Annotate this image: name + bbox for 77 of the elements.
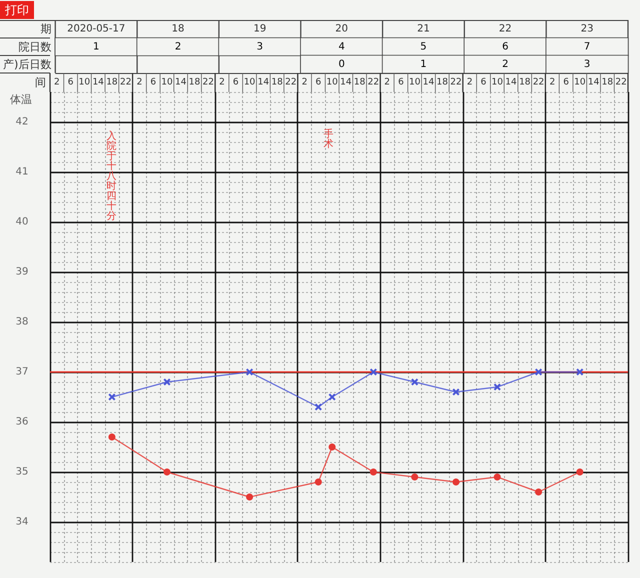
- x-tick-label: 22: [368, 78, 380, 88]
- annotation: 手术: [323, 129, 334, 150]
- x-tick-label: 18: [436, 78, 448, 88]
- x-tick-label: 6: [398, 78, 404, 88]
- x-tick-label: 18: [519, 78, 531, 88]
- x-tick-label: 20: [335, 24, 348, 34]
- x-tick-label: 2: [302, 78, 308, 88]
- x-tick-label: 10: [492, 78, 504, 88]
- x-tick-label: 10: [244, 78, 256, 88]
- x-tick-label: 21: [417, 24, 430, 34]
- x-tick-label: 14: [422, 78, 434, 88]
- x-tick-label: 10: [161, 78, 173, 88]
- y-tick-label: 42: [16, 116, 28, 128]
- x-tick-label: 2: [466, 78, 473, 88]
- data-label: 4: [338, 41, 345, 52]
- x-tick-label: 2: [219, 78, 225, 88]
- text: 入院于十八时四十分: [106, 131, 116, 222]
- x-tick-label: 2: [549, 78, 556, 88]
- x-tick-label: 14: [258, 78, 270, 88]
- x-tick-label: 22: [532, 78, 544, 88]
- x-tick-label: 2020-05-17: [67, 24, 126, 34]
- x-tick-label: 18: [188, 78, 200, 88]
- x-tick-label: 6: [150, 78, 156, 88]
- y-tick-label: 40: [16, 216, 28, 228]
- x-tick-label: 6: [232, 78, 239, 88]
- x-tick-label: 18: [106, 78, 118, 88]
- x-tick-label: 22: [498, 24, 512, 34]
- x-tick-label: 22: [615, 78, 627, 88]
- x-tick-label: 14: [340, 78, 352, 88]
- data-label: 6: [502, 41, 508, 52]
- y-tick-label: 37: [16, 366, 28, 378]
- x-tick-label: 2: [54, 78, 60, 88]
- data-label: 3: [256, 41, 264, 52]
- x-tick-label: 18: [602, 78, 614, 88]
- data-label: 2: [502, 58, 508, 70]
- y-axis-title: 体温: [10, 93, 32, 106]
- x-tick-label: 10: [78, 78, 90, 88]
- data-label: 1: [93, 41, 100, 52]
- y-tick-label: 39: [16, 266, 28, 278]
- x-tick-label: 22: [120, 78, 132, 88]
- x-tick-label: 14: [588, 78, 600, 88]
- x-tick-label: 2: [136, 78, 142, 88]
- y-tick-label: 院日数: [18, 40, 52, 54]
- y-tick-label: 产)后日数: [2, 58, 52, 71]
- x-axis-title: 间: [35, 76, 46, 89]
- x-tick-label: 18: [172, 24, 184, 34]
- x-tick-label: 19: [253, 24, 266, 34]
- y-tick-label: 41: [16, 166, 28, 178]
- y-tick-label: 35: [16, 466, 28, 478]
- x-tick-label: 18: [354, 78, 366, 88]
- x-tick-label: 14: [92, 78, 104, 88]
- data-label: 1: [420, 58, 427, 70]
- x-tick-label: 22: [450, 78, 462, 88]
- x-tick-label: 23: [580, 24, 594, 34]
- x-tick-label: 6: [68, 78, 74, 88]
- y-tick-label: 38: [16, 316, 28, 328]
- x-axis-title: 期: [40, 22, 52, 36]
- data-label: 5: [420, 41, 427, 52]
- x-tick-label: 6: [480, 78, 487, 88]
- y-tick-label: 36: [16, 416, 28, 428]
- x-tick-label: 18: [271, 78, 284, 88]
- x-tick-label: 10: [574, 78, 586, 88]
- x-tick-label: 14: [175, 78, 187, 88]
- x-tick-label: 10: [326, 78, 338, 88]
- data-label: 2: [174, 41, 182, 52]
- x-tick-label: 22: [202, 78, 214, 88]
- data-label: 7: [584, 41, 590, 52]
- x-tick-label: 2: [384, 78, 390, 88]
- x-tick-label: 22: [285, 78, 297, 88]
- x-tick-label: 14: [505, 78, 518, 88]
- x-tick-label: 10: [408, 78, 421, 88]
- data-label: 3: [584, 58, 590, 70]
- x-tick-label: 6: [563, 78, 570, 88]
- y-tick-label: 34: [16, 516, 28, 528]
- x-tick-label: 6: [315, 78, 322, 88]
- data-label: 0: [338, 58, 345, 70]
- button: 打印: [0, 1, 34, 19]
